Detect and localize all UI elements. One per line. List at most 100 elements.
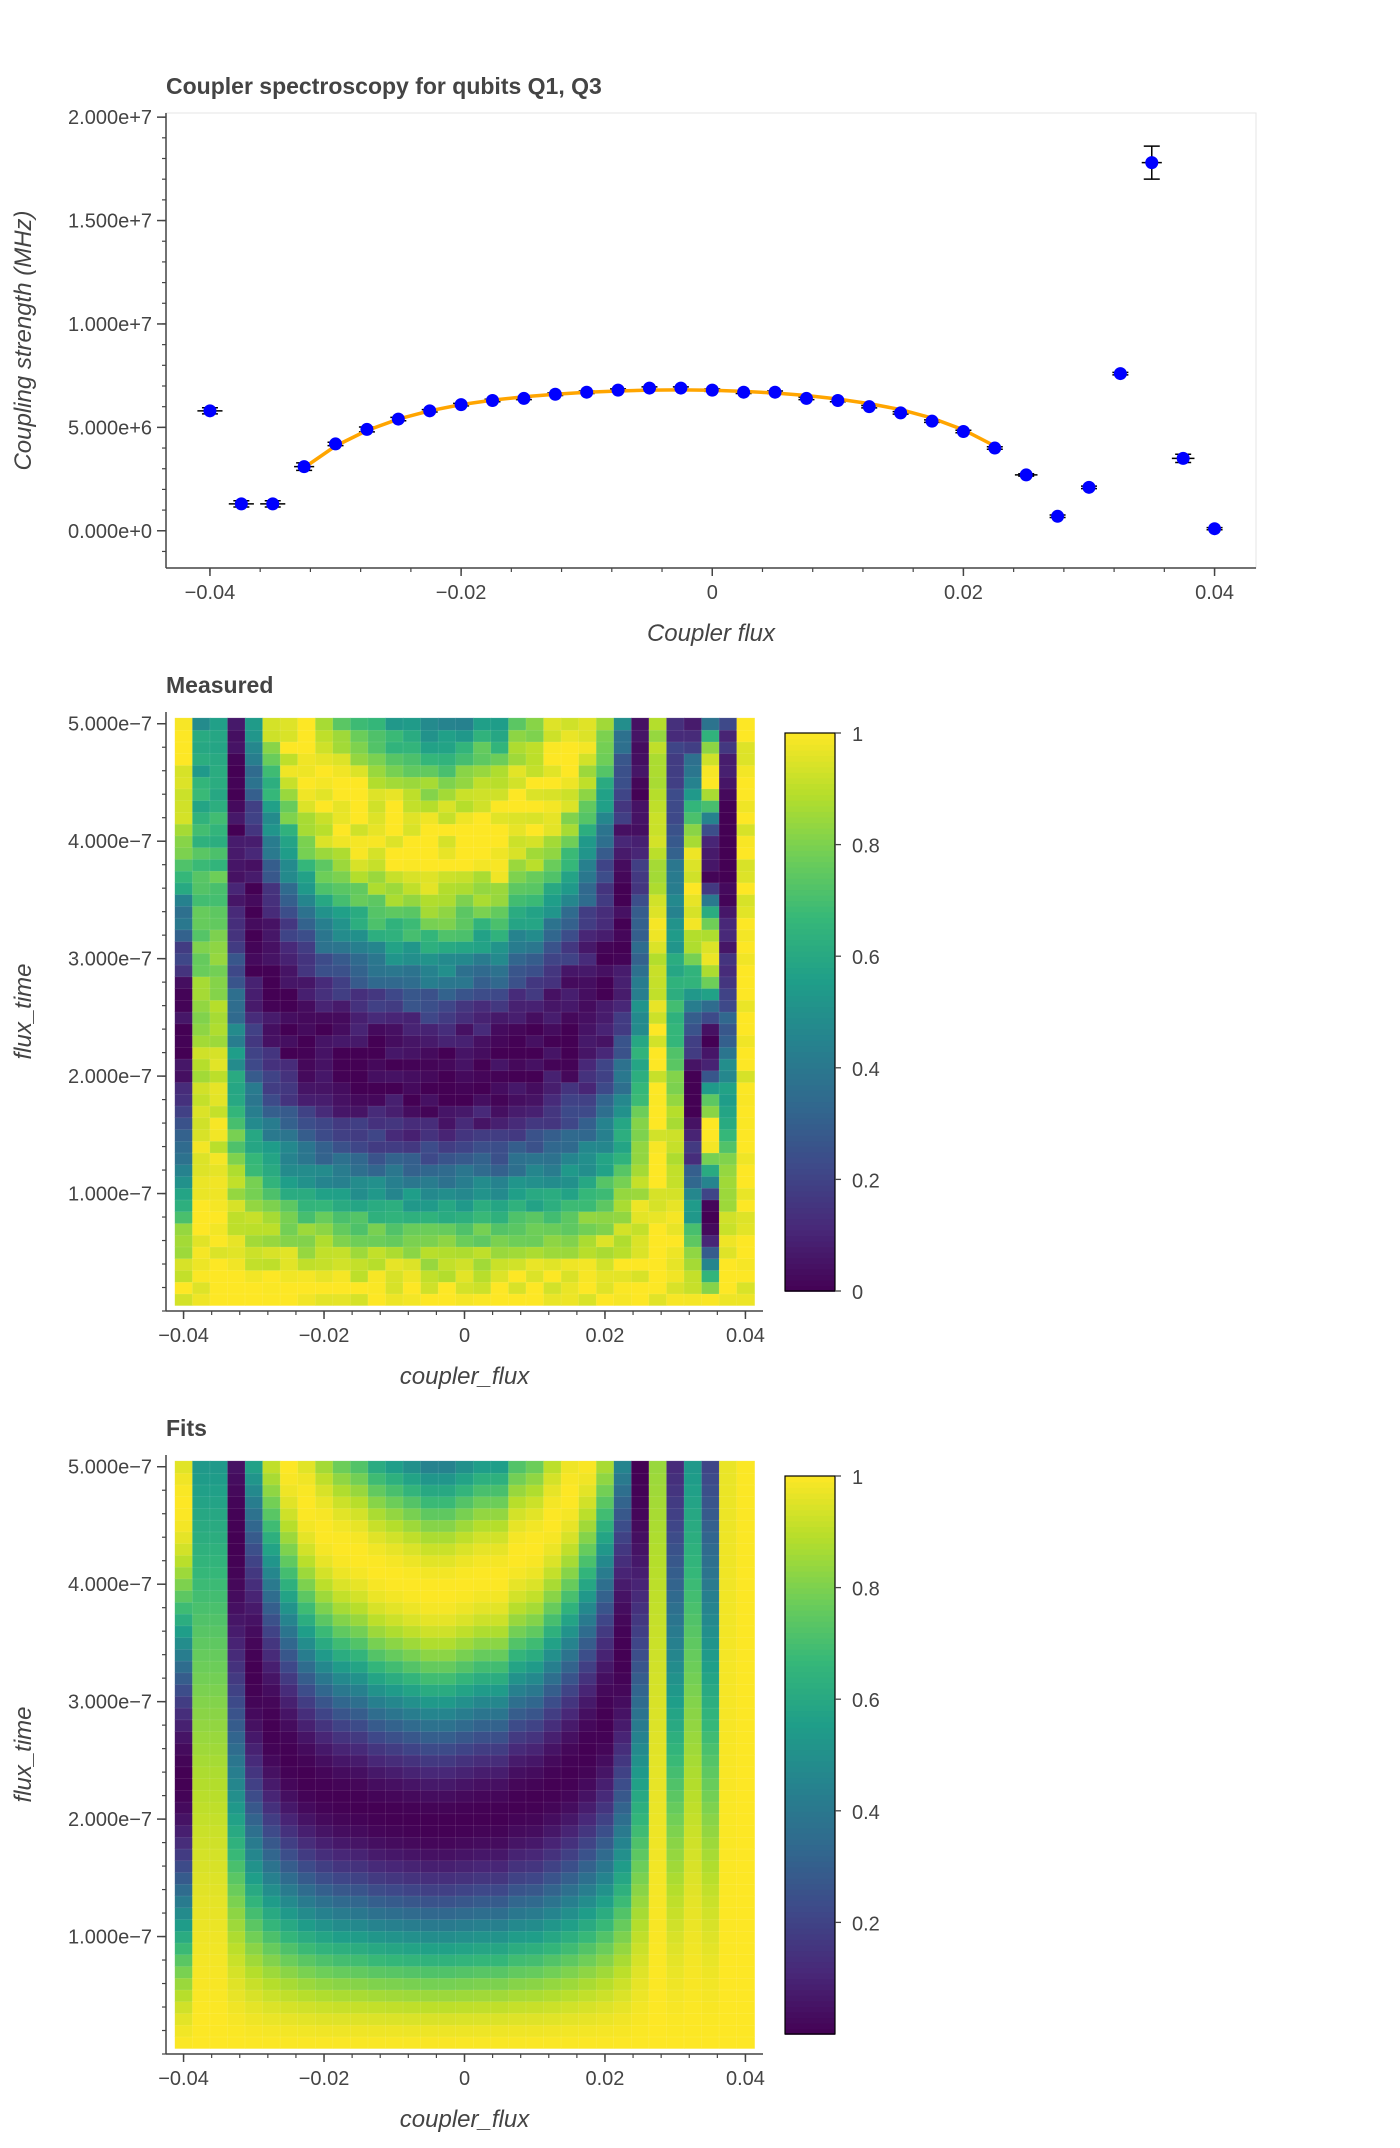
- heatmap-cell: [666, 1531, 685, 1544]
- heatmap-cell: [631, 1660, 650, 1674]
- heatmap-cell: [613, 964, 633, 978]
- heatmap-cell: [613, 2012, 633, 2026]
- heatmap-cell: [297, 976, 317, 989]
- heatmap-cell: [297, 1472, 317, 1486]
- heatmap-cell: [192, 1507, 211, 1521]
- heatmap-cell: [683, 1116, 703, 1130]
- heatmap-cell: [402, 1672, 422, 1685]
- heatmap-cell: [262, 1542, 281, 1556]
- heatmap-cell: [437, 1895, 457, 1909]
- heatmap-cell: [736, 1116, 756, 1130]
- heatmap-cell: [718, 917, 738, 931]
- heatmap-cell: [508, 1472, 527, 1486]
- heatmap-cell: [227, 1128, 246, 1142]
- heatmap-cell: [718, 952, 738, 966]
- heatmap-cell: [350, 1069, 369, 1083]
- heatmap-cell: [560, 940, 580, 954]
- heatmap-cell: [595, 1918, 615, 1932]
- heatmap-cell: [578, 1566, 598, 1580]
- heatmap-cell: [648, 1058, 668, 1072]
- heatmap-cell: [595, 1105, 615, 1119]
- heatmap-cell: [227, 1199, 246, 1213]
- heatmap-cell: [209, 729, 229, 743]
- heatmap-cell: [455, 1187, 475, 1201]
- heatmap-cell: [174, 1695, 194, 1709]
- heatmap-cell: [209, 1531, 229, 1544]
- heatmap-cell: [736, 1848, 756, 1862]
- heatmap-cell: [578, 835, 598, 848]
- heatmap-cell: [613, 1730, 633, 1744]
- heatmap-cell: [209, 1859, 229, 1873]
- heatmap-cell: [332, 1199, 352, 1213]
- heatmap-cell: [701, 1730, 720, 1744]
- heatmap-cell: [227, 987, 246, 1001]
- heatmap-cell: [262, 1942, 281, 1956]
- colorbar-segment: [785, 1799, 835, 1807]
- heatmap-cell: [437, 1812, 457, 1826]
- heatmap-cell: [543, 2012, 562, 2026]
- heatmap-cell: [490, 1472, 510, 1486]
- heatmap-cell: [718, 1719, 738, 1732]
- data-point: [862, 400, 876, 414]
- heatmap-cell: [350, 1977, 369, 1991]
- heatmap-cell: [701, 1011, 720, 1025]
- heatmap-cell: [543, 2024, 562, 2038]
- heatmap-cell: [595, 835, 615, 848]
- heatmap-cell: [227, 1801, 246, 1815]
- heatmap-cell: [718, 2012, 738, 2026]
- heatmap-cell: [473, 2024, 492, 2038]
- heatmap-cell: [420, 929, 440, 942]
- heatmap-cell: [227, 1777, 246, 1791]
- heatmap-cell: [578, 1046, 598, 1060]
- heatmap-cell: [437, 835, 457, 848]
- colorbar-segment: [785, 1157, 835, 1164]
- heatmap-cell: [595, 1777, 615, 1791]
- heatmap-cell: [420, 1883, 440, 1897]
- heatmap-cell: [332, 1977, 352, 1991]
- heatmap-cell: [701, 1293, 720, 1306]
- heatmap-cell: [437, 823, 457, 837]
- colorbar-segment: [785, 1660, 835, 1667]
- heatmap-cell: [332, 1812, 352, 1826]
- heatmap-cell: [332, 1460, 352, 1474]
- heatmap-cell: [279, 1589, 299, 1603]
- heatmap-cell: [508, 2036, 527, 2049]
- heatmap-cell: [437, 1011, 457, 1025]
- heatmap-cell: [666, 1777, 685, 1791]
- heatmap-cell: [385, 752, 404, 766]
- heatmap-cell: [595, 1210, 615, 1224]
- heatmap-cell: [402, 1281, 422, 1295]
- heatmap-cell: [473, 1977, 492, 1991]
- heatmap-cell: [279, 1187, 299, 1201]
- x-tick-label: −0.04: [158, 1325, 209, 1347]
- heatmap-cell: [525, 1034, 545, 1048]
- heatmap-cell: [666, 1742, 685, 1756]
- heatmap-cell: [315, 717, 334, 731]
- heatmap-cell: [174, 1034, 194, 1048]
- heatmap-cell: [613, 1140, 633, 1154]
- heatmap-cell: [192, 717, 211, 731]
- heatmap-cell: [560, 1058, 580, 1072]
- colorbar-segment: [785, 839, 835, 846]
- data-point: [580, 385, 594, 399]
- heatmap-cell: [718, 2024, 738, 2038]
- heatmap-cell: [525, 929, 545, 942]
- heatmap-cell: [736, 1531, 756, 1544]
- heatmap-cell: [578, 1719, 598, 1732]
- heatmap-cell: [455, 1660, 475, 1674]
- heatmap-cell: [508, 1766, 527, 1779]
- heatmap-cell: [420, 1989, 440, 2003]
- heatmap-cell: [666, 2000, 685, 2014]
- heatmap-cell: [595, 964, 615, 978]
- heatmap-cell: [455, 1034, 475, 1048]
- heatmap-cell: [508, 1542, 527, 1556]
- heatmap-cell: [718, 929, 738, 942]
- heatmap-cell: [367, 1789, 387, 1803]
- heatmap-cell: [437, 1269, 457, 1283]
- heatmap-cell: [701, 1128, 720, 1142]
- colorbar-segment: [785, 1196, 835, 1203]
- heatmap-cell: [244, 1742, 264, 1756]
- heatmap-cell: [578, 1081, 598, 1095]
- heatmap-cell: [525, 1942, 545, 1956]
- heatmap-cell: [631, 893, 650, 907]
